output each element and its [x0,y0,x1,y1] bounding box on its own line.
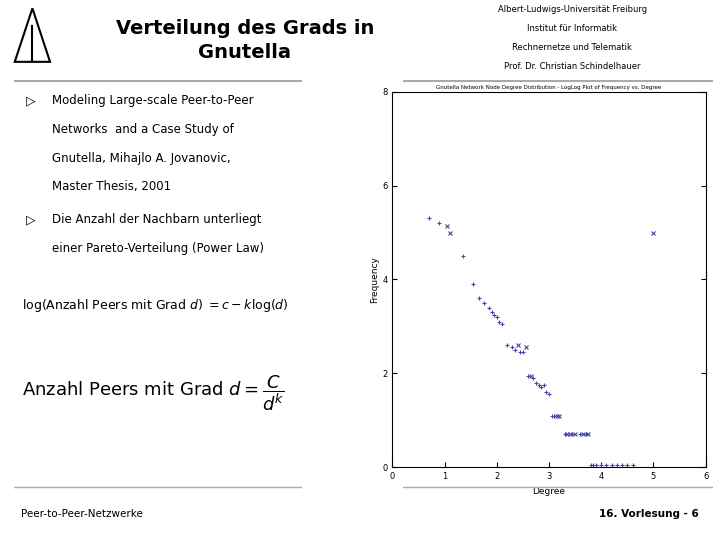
X-axis label: Degree: Degree [533,487,565,496]
Text: Prof. Dr. Christian Schindelhauer: Prof. Dr. Christian Schindelhauer [504,62,641,71]
Text: 16. Vorlesung - 6: 16. Vorlesung - 6 [599,509,698,519]
Text: Peer-to-Peer-Netzwerke: Peer-to-Peer-Netzwerke [22,509,143,519]
Text: Institut für Informatik: Institut für Informatik [527,24,618,33]
Text: Anzahl Peers mit Grad $d = \dfrac{C}{d^k}$: Anzahl Peers mit Grad $d = \dfrac{C}{d^k… [22,374,284,414]
Text: Die Anzahl der Nachbarn unterliegt: Die Anzahl der Nachbarn unterliegt [52,213,261,226]
Text: einer Pareto-Verteilung (Power Law): einer Pareto-Verteilung (Power Law) [52,242,264,255]
Text: Networks  and a Case Study of: Networks and a Case Study of [52,123,233,136]
Text: ▷: ▷ [26,94,35,107]
Y-axis label: Frequency: Frequency [370,256,379,303]
Text: log(Anzahl Peers mit Grad $d$) $= c - k\log(d)$: log(Anzahl Peers mit Grad $d$) $= c - k\… [22,297,289,314]
Text: Rechnernetze und Telematik: Rechnernetze und Telematik [513,43,632,52]
Title: Gnutella Network Node Degree Distribution - LogLog Plot of Frequency vs. Degree: Gnutella Network Node Degree Distributio… [436,85,662,90]
Text: Verteilung des Grads in
Gnutella: Verteilung des Grads in Gnutella [116,19,374,62]
Text: Albert-Ludwigs-Universität Freiburg: Albert-Ludwigs-Universität Freiburg [498,5,647,15]
Text: ▷: ▷ [26,213,35,226]
Text: Modeling Large-scale Peer-to-Peer: Modeling Large-scale Peer-to-Peer [52,94,253,107]
Text: Master Thesis, 2001: Master Thesis, 2001 [52,180,171,193]
Text: Gnutella, Mihajlo A. Jovanovic,: Gnutella, Mihajlo A. Jovanovic, [52,152,230,165]
